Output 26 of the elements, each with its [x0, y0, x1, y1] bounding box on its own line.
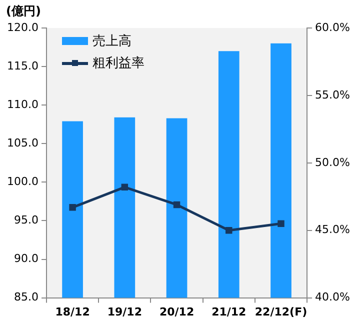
y-tick-label: 85.0: [14, 290, 38, 304]
x-tick-label: 22/12(F): [254, 305, 308, 318]
x-tick-label: 18/12: [55, 305, 90, 318]
y2-tick-label: 50.0%: [315, 156, 350, 169]
y-tick-label: 110.0: [6, 98, 38, 111]
y-axis-title: (億円): [6, 4, 41, 18]
x-tick-label: 21/12: [212, 305, 246, 318]
point: [226, 226, 232, 234]
y2-tick-label: 40.0%: [315, 290, 350, 304]
y2-tick-label: 45.0%: [315, 223, 350, 236]
y-tick-label: 95.0: [14, 214, 38, 227]
y-tick-label: 100.0: [6, 175, 38, 188]
legend-label: 粗利益率: [92, 55, 144, 72]
point: [121, 184, 128, 191]
y-tick-label: 120.0: [6, 20, 38, 34]
y2-tick-label: 55.0%: [315, 88, 350, 102]
legend-label: 売上高: [92, 33, 132, 50]
y-tick-label: 115.0: [6, 59, 38, 72]
y-tick-label: 90.0: [14, 252, 38, 266]
y2-tick-label: 60.0%: [315, 20, 350, 34]
x-tick-label: 19/12: [107, 305, 142, 318]
y-tick-label: 105.0: [6, 136, 38, 150]
point: [69, 204, 76, 211]
point: [278, 220, 284, 227]
point: [173, 201, 180, 208]
x-tick-label: 20/12: [159, 305, 194, 318]
